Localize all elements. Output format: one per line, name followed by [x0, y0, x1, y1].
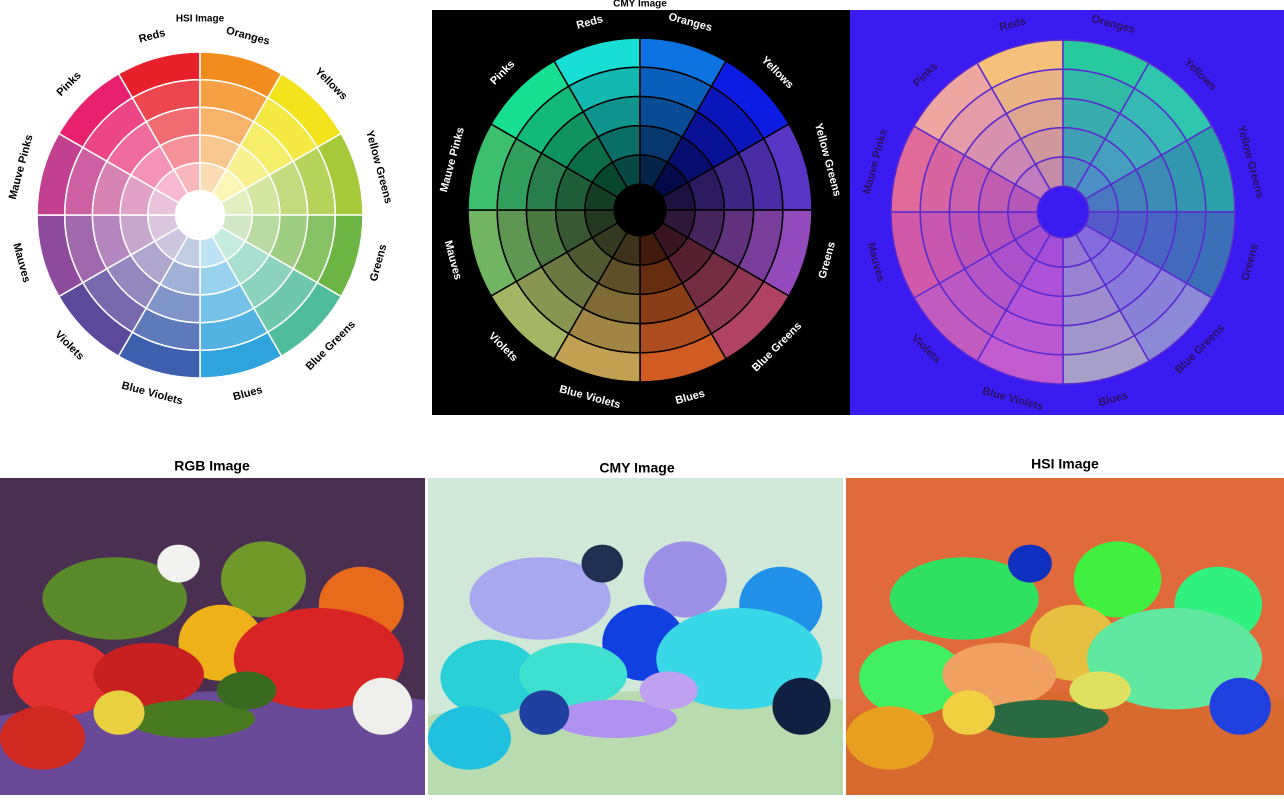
panel-title: CMY Image — [599, 460, 674, 476]
pepper — [1008, 544, 1052, 583]
panel-title: RGB Image — [174, 458, 250, 474]
pepper — [643, 541, 727, 618]
pepper — [846, 706, 934, 770]
panel-title: CMY Image — [613, 0, 667, 10]
pepper — [889, 557, 1039, 640]
wheel-hole — [1039, 188, 1087, 236]
pepper — [233, 607, 404, 710]
wheel-segment — [591, 161, 629, 199]
panel-title: HSI Image — [1031, 456, 1099, 472]
wheel-hole — [176, 191, 224, 239]
pepper — [42, 557, 187, 640]
pepper — [859, 639, 965, 716]
pepper — [772, 677, 831, 735]
pepper — [0, 706, 85, 770]
pepper — [12, 639, 115, 716]
pepper — [1209, 677, 1271, 735]
pepper — [942, 690, 995, 735]
pepper — [1069, 671, 1131, 710]
pepper — [216, 671, 277, 710]
pepper — [656, 607, 823, 710]
panel-title: HSI Image — [176, 14, 225, 25]
wheel-hole — [615, 185, 665, 235]
pepper — [552, 699, 677, 738]
pepper — [581, 544, 624, 583]
photos — [0, 478, 1284, 795]
pepper — [93, 690, 145, 735]
pepper — [977, 699, 1109, 738]
pepper — [157, 544, 200, 583]
pepper — [942, 642, 1057, 707]
pepper — [428, 706, 511, 770]
pepper — [127, 699, 255, 738]
pepper — [93, 642, 204, 707]
wheel-segment — [153, 168, 189, 204]
pepper — [221, 541, 306, 618]
pepper — [1086, 607, 1263, 710]
wheel-segment — [1014, 163, 1052, 201]
pepper — [352, 677, 413, 735]
pepper — [440, 639, 541, 716]
pepper — [469, 557, 611, 640]
pepper — [639, 671, 698, 710]
pepper — [1073, 541, 1162, 618]
pepper — [519, 642, 628, 707]
pepper — [519, 690, 570, 735]
